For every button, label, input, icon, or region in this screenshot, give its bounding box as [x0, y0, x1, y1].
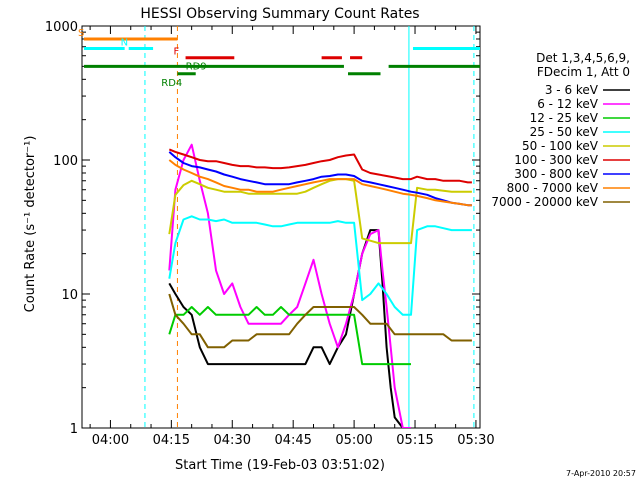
legend-label: 6 - 12 keV [537, 97, 599, 111]
flag-label: N [121, 37, 128, 48]
series-line [168, 159, 472, 207]
legend-label: 3 - 6 keV [545, 83, 599, 97]
flag-label: RD9 [186, 61, 207, 72]
legend-label: 25 - 50 keV [530, 125, 599, 139]
flag-label: S [78, 28, 84, 39]
legend-label: 300 - 800 keV [514, 167, 598, 181]
legend-header-line-1: Det 1,3,4,5,6,9, [536, 51, 630, 65]
x-tick-label: 05:30 [457, 433, 494, 448]
series-line [168, 293, 472, 349]
legend-label: 100 - 300 keV [514, 153, 598, 167]
legend-header-line-2: FDecim 1, Att 0 [537, 65, 630, 79]
series-line [168, 229, 411, 428]
x-tick-label: 05:15 [396, 433, 433, 448]
series-line [168, 151, 472, 207]
series-line [168, 306, 411, 366]
legend-label: 12 - 25 keV [530, 111, 599, 125]
series-line [168, 143, 411, 428]
plot-frame [81, 25, 481, 429]
x-tick-label: 04:15 [153, 433, 190, 448]
series-line [168, 215, 472, 316]
y-tick-label: 10 [61, 288, 78, 303]
x-tick-label: 04:45 [274, 433, 311, 448]
x-axis-label: Start Time (19-Feb-03 03:51:02) [175, 458, 385, 473]
chart-title: HESSI Observing Summary Count Rates [140, 6, 419, 22]
footer-date: 7-Apr-2010 20:57 [566, 469, 636, 478]
flag-label: RD4 [161, 78, 182, 89]
y-tick-label: 100 [53, 154, 78, 169]
flag-bars [84, 37, 480, 76]
series-line [168, 148, 472, 184]
flag-label: F [173, 47, 179, 58]
plot-area: 04:00 04:15 04:30 04:45 05:00 05:15 05:30 1 10 10… [45, 20, 495, 448]
y-tick-label: 1 [70, 422, 78, 437]
x-tick-label: 05:00 [335, 433, 372, 448]
x-tick-label: 04:00 [92, 433, 129, 448]
y-tick-label: 1000 [45, 20, 78, 35]
x-tick-label: 04:30 [214, 433, 251, 448]
legend-label: 800 - 7000 keV [507, 181, 599, 195]
y-axis-label: Count Rate (s⁻¹ detector⁻¹) [23, 136, 38, 313]
series-lines [168, 143, 472, 428]
series-line [168, 178, 472, 245]
legend-label: 50 - 100 keV [522, 139, 599, 153]
legend-label: 7000 - 20000 keV [491, 195, 598, 209]
